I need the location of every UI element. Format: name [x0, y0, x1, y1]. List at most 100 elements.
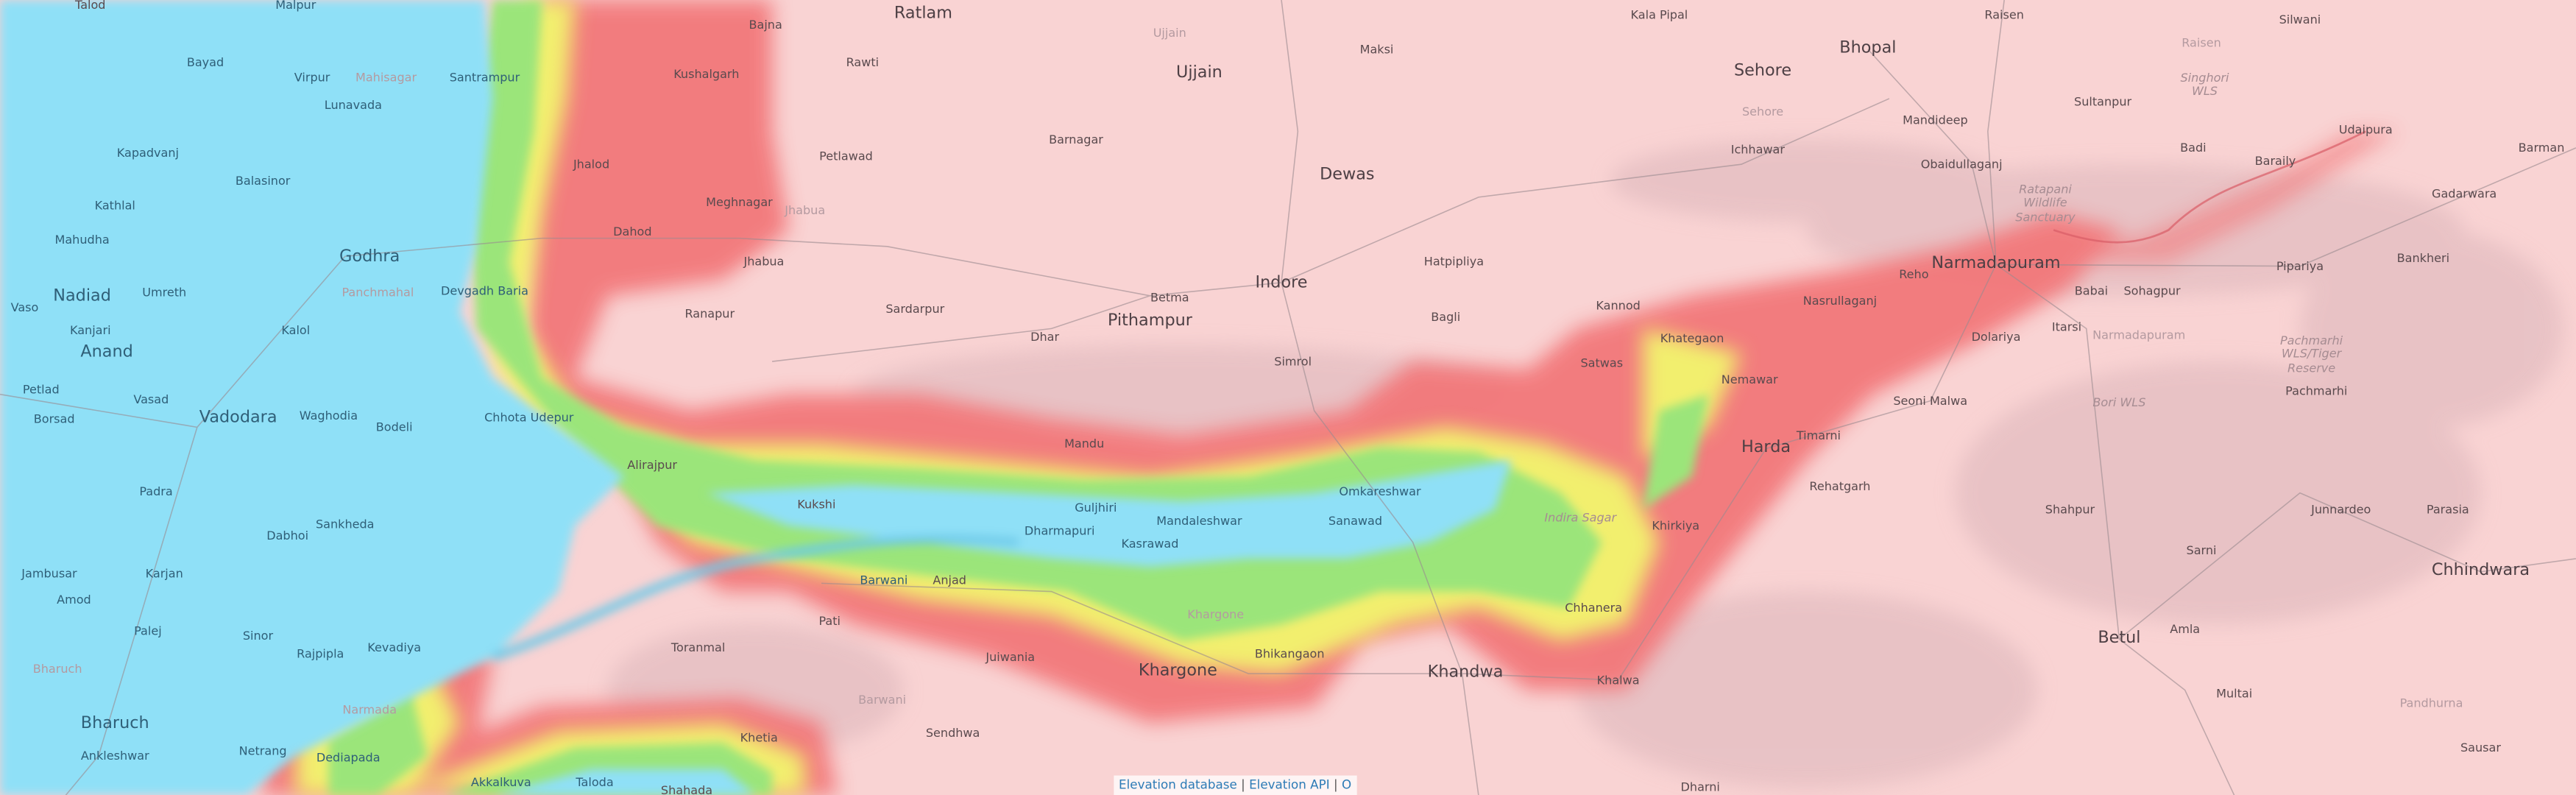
place-label: Sinor — [242, 628, 274, 643]
place-label: Vaso — [10, 300, 39, 315]
place-label: Dharmapuri — [1024, 523, 1095, 538]
place-label: Chhanera — [1565, 600, 1623, 615]
place-label: Dahod — [613, 224, 652, 239]
place-label: Netrang — [238, 743, 287, 758]
place-label: Talod — [75, 0, 106, 13]
place-label: Devgadh Baria — [441, 283, 528, 298]
place-label: Chhindwara — [2431, 562, 2530, 580]
place-label: Bajna — [749, 17, 782, 32]
place-label: Taloda — [576, 774, 614, 790]
place-label: Ranapur — [684, 306, 735, 322]
place-label: Jhalod — [573, 156, 610, 172]
place-label: Kapadvanj — [116, 145, 180, 160]
place-label: Amod — [57, 592, 91, 607]
place-label: Narmadapuram — [1931, 254, 2061, 273]
place-label: Lunavada — [324, 97, 382, 113]
place-label: Sehore — [1741, 104, 1784, 119]
place-label: Reho — [1899, 266, 1929, 282]
place-label: Karjan — [145, 565, 183, 581]
elevation-database-link[interactable]: Elevation database — [1119, 777, 1237, 792]
place-label: Jhabua — [785, 202, 826, 218]
place-label: Bharuch — [80, 714, 149, 733]
place-label: Pithampur — [1107, 312, 1192, 331]
place-label: Kukshi — [797, 496, 836, 512]
place-label: Shahpur — [2045, 501, 2095, 517]
attribution-bar: Elevation database | Elevation API | O — [1114, 775, 1356, 795]
place-label: Udaipura — [2338, 122, 2393, 138]
place-label: Guljhiri — [1075, 500, 1117, 515]
place-label: Khargone — [1187, 607, 1245, 622]
place-label: Gadarwara — [2432, 186, 2497, 202]
place-label: Umreth — [142, 285, 187, 300]
place-label: Dabhoi — [266, 528, 309, 543]
place-label: Silwani — [2279, 12, 2321, 27]
place-label: Dewas — [1320, 166, 1375, 184]
place-label: Pati — [818, 613, 841, 629]
place-label: Mahisagar — [355, 69, 417, 85]
place-label: Balasinor — [235, 173, 291, 188]
place-label: Nasrullaganj — [1802, 293, 1878, 308]
place-label: Narmadapuram — [2092, 328, 2186, 343]
place-label: Babai — [2074, 283, 2109, 298]
place-label: Kushalgarh — [673, 66, 740, 82]
place-label: Pachmarhi — [2285, 383, 2348, 399]
place-label: Bodeli — [375, 420, 413, 435]
place-label: Multai — [2216, 685, 2253, 701]
place-label: Sanawad — [1328, 513, 1383, 529]
place-label: Nemawar — [1721, 372, 1778, 387]
place-label: Rawti — [846, 54, 880, 70]
place-label: Maksi — [1359, 41, 1394, 57]
place-label: Singhori WLS — [2180, 70, 2229, 99]
attribution-link[interactable]: O — [1341, 777, 1352, 792]
place-label: Jambusar — [21, 565, 77, 581]
place-label: Kasrawad — [1121, 536, 1179, 551]
place-label: Baraily — [2254, 153, 2296, 169]
place-label: Dediapada — [316, 749, 381, 765]
place-label: Pandhurna — [2399, 696, 2463, 711]
place-label: Khandwa — [1427, 663, 1504, 682]
place-label: Santrampur — [449, 69, 520, 85]
place-label: Harda — [1741, 438, 1791, 457]
place-label: Raisen — [1984, 7, 2024, 22]
place-label: Timarni — [1796, 428, 1841, 443]
place-label: Vasad — [133, 392, 169, 407]
place-label: Sendhwa — [925, 725, 980, 741]
place-label: Ujjain — [1176, 64, 1222, 82]
place-label: Chhota Udepur — [484, 409, 574, 425]
place-label: Ichhawar — [1730, 141, 1785, 157]
place-label: Borsad — [33, 411, 75, 427]
place-label: Raisen — [2182, 35, 2221, 50]
place-label: Barnagar — [1049, 132, 1103, 147]
place-label: Juiwania — [986, 649, 1036, 665]
elevation-api-link[interactable]: Elevation API — [1249, 777, 1330, 792]
place-label: Pipariya — [2276, 258, 2324, 274]
place-label: Khargone — [1138, 662, 1217, 681]
place-label: Malpur — [275, 0, 316, 13]
place-label: Kalol — [281, 322, 311, 338]
place-label: Dolariya — [1971, 329, 2021, 344]
place-label: Itarsi — [2051, 319, 2082, 335]
place-label: Barman — [2518, 140, 2565, 155]
place-label: Khetia — [740, 729, 778, 746]
place-label: Kala Pipal — [1630, 7, 1688, 22]
place-label: Waghodia — [299, 408, 358, 423]
place-label: Bankheri — [2396, 250, 2450, 266]
place-label: Betma — [1150, 289, 1189, 305]
place-label: Bori WLS — [2092, 395, 2146, 410]
place-label: Petlawad — [819, 148, 873, 163]
place-label: Satwas — [1580, 356, 1624, 371]
place-label: Indore — [1255, 274, 1308, 293]
place-label: Rehatgarh — [1809, 478, 1871, 494]
place-label: Sausar — [2460, 740, 2501, 755]
place-label: Bayad — [186, 54, 224, 70]
place-label: Hatpipliya — [1423, 253, 1485, 269]
place-label: Mandaleshwar — [1156, 513, 1242, 529]
place-label: Kathlal — [94, 197, 135, 213]
place-label: Ujjain — [1153, 25, 1186, 40]
place-label: Rajpipla — [297, 646, 344, 662]
place-label: Simrol — [1274, 353, 1312, 369]
place-label: Shahada — [660, 782, 713, 795]
place-label: Mandideep — [1903, 112, 1968, 127]
